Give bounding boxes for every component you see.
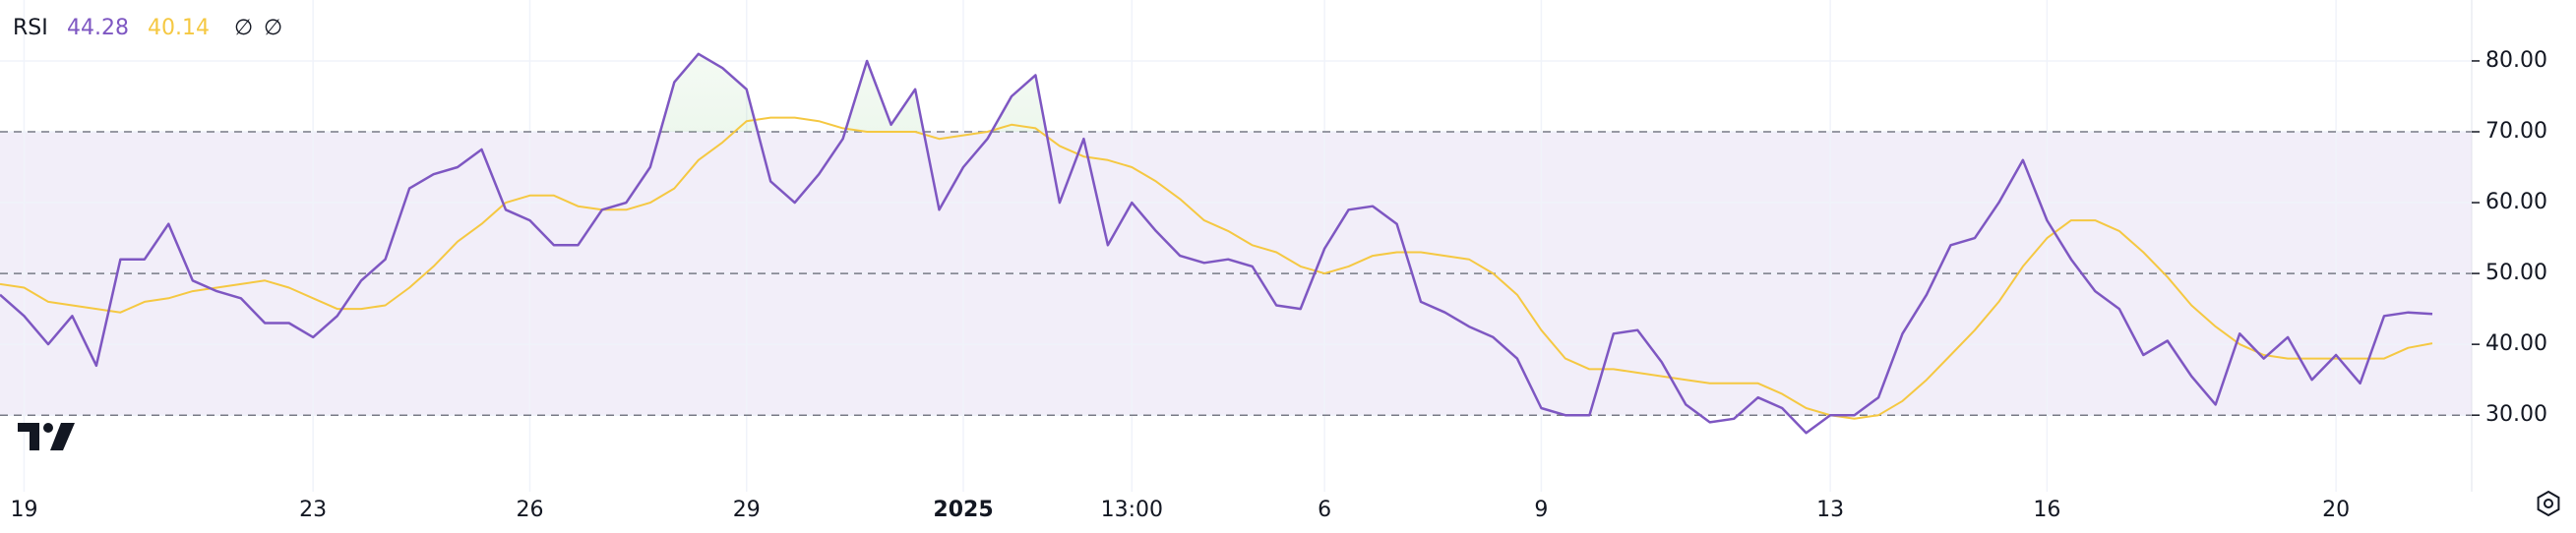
indicator-label: ∅ xyxy=(264,16,282,40)
y-tick-label: 80.00 xyxy=(2485,48,2547,73)
y-tick-label: 60.00 xyxy=(2485,190,2547,214)
logo xyxy=(18,423,75,450)
x-tick-label: 2025 xyxy=(933,498,993,522)
x-tick-label: 23 xyxy=(299,498,327,522)
x-tick-label: 26 xyxy=(516,498,543,522)
y-tick-label: 70.00 xyxy=(2485,119,2547,144)
indicator-name: RSI xyxy=(13,16,48,40)
plot-area xyxy=(0,0,2473,492)
ma-value: 40.14 xyxy=(148,16,210,40)
settings-icon[interactable] xyxy=(2537,490,2560,517)
x-tick-label: 13 xyxy=(1816,498,1844,522)
indicator-label: ∅ xyxy=(234,16,253,40)
x-tick-label: 13:00 xyxy=(1101,498,1163,522)
x-tick-label: 9 xyxy=(1534,498,1548,522)
y-tick-label: 30.00 xyxy=(2485,402,2547,427)
x-tick-label: 6 xyxy=(1318,498,1331,522)
y-tick-label: 50.00 xyxy=(2485,261,2547,285)
rsi-value: 44.28 xyxy=(67,16,129,40)
x-tick-label: 16 xyxy=(2033,498,2060,522)
overbought-fill xyxy=(660,53,1047,133)
ma-line xyxy=(0,116,2433,420)
rsi-line xyxy=(0,52,2433,435)
x-tick-label: 20 xyxy=(2322,498,2350,522)
x-tick-label: 19 xyxy=(10,498,37,522)
x-tick-label: 29 xyxy=(733,498,761,522)
y-tick-label: 40.00 xyxy=(2485,331,2547,356)
